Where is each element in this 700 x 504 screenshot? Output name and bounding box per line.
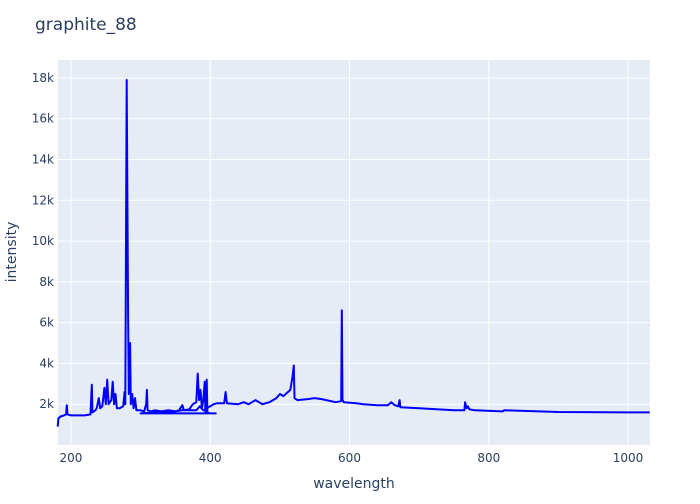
y-tick-label: 2k bbox=[39, 397, 54, 411]
chart-title: graphite_88 bbox=[35, 15, 137, 35]
y-tick-label: 4k bbox=[39, 356, 54, 370]
x-tick-label: 1000 bbox=[613, 451, 644, 465]
y-tick-label: 18k bbox=[32, 71, 54, 85]
plot-background[interactable] bbox=[58, 60, 650, 445]
series-line[interactable] bbox=[56, 79, 650, 427]
y-tick-label: 8k bbox=[39, 275, 54, 289]
y-tick-label: 12k bbox=[32, 193, 54, 207]
y-axis-label: intensity bbox=[4, 222, 20, 283]
y-tick-label: 16k bbox=[32, 112, 54, 126]
y-tick-label: 14k bbox=[32, 153, 54, 167]
x-axis-label: wavelength bbox=[313, 476, 395, 492]
y-tick-label: 6k bbox=[39, 316, 54, 330]
y-tick-label: 10k bbox=[32, 234, 54, 248]
x-tick-label: 800 bbox=[477, 451, 500, 465]
x-tick-label: 600 bbox=[338, 451, 361, 465]
x-tick-label: 400 bbox=[199, 451, 222, 465]
x-tick-label: 200 bbox=[59, 451, 82, 465]
